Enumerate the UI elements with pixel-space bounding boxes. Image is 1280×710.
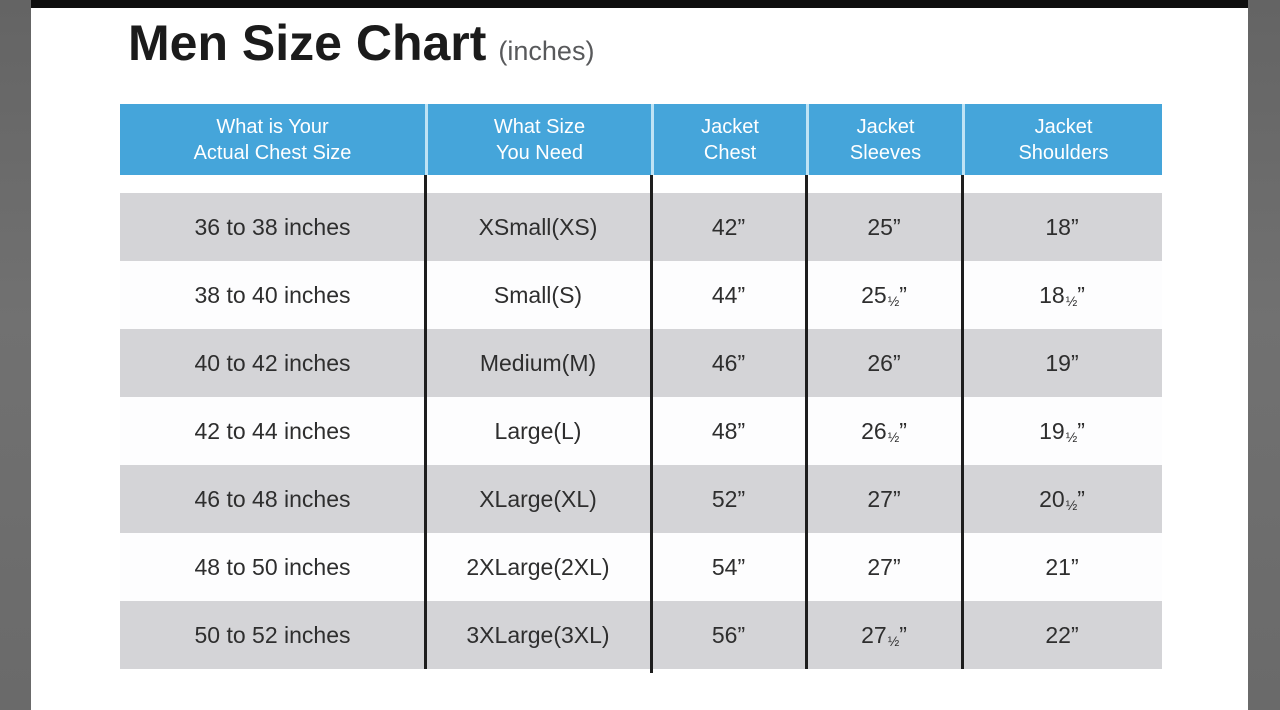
cell-jacket-shoulders: 18” (1045, 213, 1079, 240)
column-header-line: Shoulders (1018, 141, 1109, 164)
table-row: 36 to 38 inches XSmall(XS) 42” 25” 18” (120, 193, 1162, 261)
column-header-line: Jacket (1034, 115, 1093, 138)
column-divider-line (650, 175, 653, 673)
cell-jacket-chest: 48” (711, 417, 746, 444)
cell-size: Large(L) (494, 417, 582, 444)
table-body: 36 to 38 inches XSmall(XS) 42” 25” 18” 3… (120, 175, 1162, 673)
cell-jacket-shoulders: 22” (1045, 621, 1079, 648)
page-title-units: (inches) (498, 36, 595, 66)
cell-jacket-sleeves: 26” (867, 349, 901, 376)
table-row: 38 to 40 inches Small(S) 44” 25½” 18½” (120, 261, 1162, 329)
cell-jacket-sleeves: 26½” (861, 417, 907, 445)
cell-jacket-shoulders: 20½” (1039, 485, 1085, 513)
cell-jacket-sleeves: 27” (867, 485, 901, 512)
cell-chest-range: 38 to 40 inches (194, 281, 351, 308)
cell-size: Small(S) (493, 281, 583, 308)
cell-chest-range: 36 to 38 inches (194, 213, 351, 240)
table-row: 48 to 50 inches 2XLarge(2XL) 54” 27” 21” (120, 533, 1162, 601)
left-letterbox-strip (0, 0, 31, 710)
top-bar (31, 0, 1248, 8)
column-header-line: Actual Chest Size (193, 141, 352, 164)
column-header-jacket-shoulders: Jacket Shoulders (962, 104, 1162, 175)
cell-size: 2XLarge(2XL) (466, 553, 610, 580)
size-chart-table: What is Your Actual Chest Size What Size… (120, 104, 1162, 673)
cell-jacket-shoulders: 19½” (1039, 417, 1085, 445)
cell-jacket-shoulders: 19” (1045, 349, 1079, 376)
cell-jacket-chest: 44” (711, 281, 746, 308)
column-header-actual-chest-size: What is Your Actual Chest Size (120, 104, 425, 175)
cell-jacket-sleeves: 27” (867, 553, 901, 580)
header-body-gap (120, 175, 1162, 193)
cell-jacket-chest: 42” (711, 213, 746, 240)
table-row: 46 to 48 inches XLarge(XL) 52” 27” 20½” (120, 465, 1162, 533)
cell-chest-range: 50 to 52 inches (194, 621, 351, 648)
column-divider-line (805, 175, 808, 669)
column-header-line: Chest (703, 141, 757, 164)
column-divider-line (961, 175, 964, 669)
column-divider-line (424, 175, 427, 669)
column-header-line: Jacket (701, 115, 759, 138)
page-title-text: Men Size Chart (128, 15, 487, 71)
cell-size: Medium(M) (479, 349, 597, 376)
cell-jacket-chest: 54” (711, 553, 746, 580)
cell-jacket-shoulders: 18½” (1039, 281, 1085, 309)
page-title: Men Size Chart (inches) (128, 14, 594, 72)
table-row: 50 to 52 inches 3XLarge(3XL) 56” 27½” 22… (120, 601, 1162, 669)
cell-jacket-sleeves: 25½” (861, 281, 907, 309)
column-header-jacket-sleeves: Jacket Sleeves (806, 104, 962, 175)
table-row: 40 to 42 inches Medium(M) 46” 26” 19” (120, 329, 1162, 397)
cell-chest-range: 42 to 44 inches (194, 417, 351, 444)
cell-chest-range: 40 to 42 inches (194, 349, 351, 376)
cell-size: 3XLarge(3XL) (466, 621, 610, 648)
cell-jacket-shoulders: 21” (1045, 553, 1079, 580)
column-header-size-needed: What Size You Need (425, 104, 651, 175)
column-header-line: What Size (493, 115, 586, 138)
cell-jacket-sleeves: 27½” (861, 621, 907, 649)
cell-jacket-chest: 46” (711, 349, 746, 376)
column-header-line: You Need (495, 141, 584, 164)
column-header-line: Sleeves (849, 141, 922, 164)
right-letterbox-strip (1248, 0, 1280, 710)
column-header-line: Jacket (856, 115, 915, 138)
cell-jacket-sleeves: 25” (867, 213, 901, 240)
table-header-row: What is Your Actual Chest Size What Size… (120, 104, 1162, 175)
cell-chest-range: 46 to 48 inches (194, 485, 351, 512)
cell-chest-range: 48 to 50 inches (194, 553, 351, 580)
cell-size: XLarge(XL) (479, 485, 597, 512)
column-header-line: What is Your (216, 115, 329, 138)
cell-jacket-chest: 52” (711, 485, 746, 512)
cell-jacket-chest: 56” (711, 621, 746, 648)
cell-size: XSmall(XS) (478, 213, 598, 240)
column-header-jacket-chest: Jacket Chest (651, 104, 806, 175)
table-row: 42 to 44 inches Large(L) 48” 26½” 19½” (120, 397, 1162, 465)
